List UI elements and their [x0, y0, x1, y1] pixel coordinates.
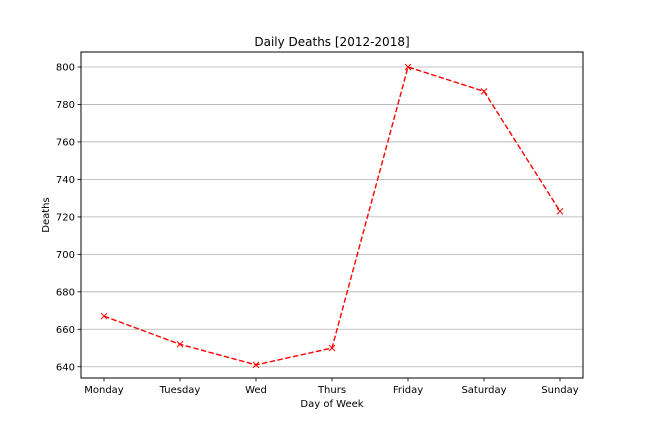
x-tick-label: Thurs [317, 385, 346, 396]
x-tick-label: Monday [84, 385, 124, 396]
x-tick-label: Sunday [541, 385, 578, 396]
marker-stroke [404, 63, 412, 71]
y-tick-label: 640 [56, 362, 75, 373]
y-tick-label: 720 [56, 212, 75, 223]
marker-stroke [480, 87, 488, 95]
x-tick-label: Wed [245, 385, 267, 396]
data-point-marker [556, 207, 564, 215]
data-point-marker [404, 63, 412, 71]
x-tick-label: Friday [393, 385, 423, 396]
y-tick-label: 660 [56, 325, 75, 336]
x-tick-label: Tuesday [159, 385, 201, 396]
marker-stroke [176, 340, 184, 348]
data-point-marker [176, 340, 184, 348]
marker-stroke [252, 361, 260, 369]
x-tick-label: Saturday [461, 385, 506, 396]
x-axis-label: Day of Week [300, 399, 363, 410]
marker-stroke [556, 207, 564, 215]
chart-title: Daily Deaths [2012-2018] [254, 35, 409, 49]
grid-lines [81, 66, 583, 368]
series-line [103, 66, 561, 366]
series-group [100, 63, 564, 369]
y-axis-ticks: 640 660 680 700 720 740 760 780 800 [56, 62, 81, 373]
x-axis-ticks: Monday Tuesday Wed Thurs Friday Saturday Sunda… [84, 378, 579, 396]
data-point-marker [252, 361, 260, 369]
data-point-marker [100, 312, 108, 320]
y-tick-label: 740 [56, 175, 75, 186]
y-tick-label: 760 [56, 137, 75, 148]
data-point-marker [480, 87, 488, 95]
marker-stroke [100, 312, 108, 320]
y-axis-label: Deaths [41, 197, 52, 232]
y-tick-label: 680 [56, 287, 75, 298]
y-tick-label: 700 [56, 250, 75, 261]
data-point-marker [328, 344, 336, 352]
y-tick-label: 780 [56, 100, 75, 111]
y-tick-label: 800 [56, 62, 75, 73]
marker-stroke [328, 344, 336, 352]
